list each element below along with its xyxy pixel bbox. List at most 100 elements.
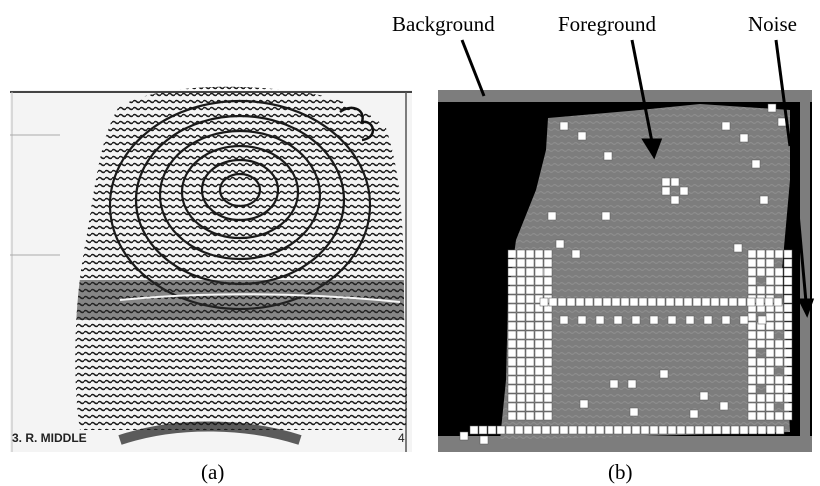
noise-block bbox=[647, 297, 657, 307]
noise-block bbox=[611, 297, 621, 307]
noise-block bbox=[765, 249, 775, 259]
noise-block bbox=[631, 315, 641, 325]
noise-block bbox=[757, 315, 767, 325]
noise-block bbox=[765, 339, 775, 349]
noise-block bbox=[692, 297, 702, 307]
noise-block bbox=[525, 411, 535, 421]
noise-block bbox=[620, 297, 630, 307]
noise-block bbox=[534, 402, 544, 412]
noise-block bbox=[507, 258, 517, 268]
noise-block bbox=[593, 297, 603, 307]
noise-block bbox=[747, 393, 757, 403]
noise-block bbox=[774, 348, 784, 358]
noise-block bbox=[534, 321, 544, 331]
noise-block bbox=[548, 297, 558, 307]
noise-block bbox=[774, 321, 784, 331]
foreground-arrowhead bbox=[641, 138, 663, 160]
noise-block bbox=[649, 315, 659, 325]
noise-block bbox=[774, 339, 784, 349]
noise-block bbox=[756, 249, 766, 259]
noise-block bbox=[658, 425, 668, 435]
noise-block bbox=[534, 384, 544, 394]
noise-block bbox=[757, 425, 767, 435]
noise-block bbox=[656, 297, 666, 307]
noise-arrow-lower bbox=[790, 145, 808, 303]
noise-block bbox=[733, 243, 743, 253]
noise-block bbox=[712, 425, 722, 435]
noise-block bbox=[756, 330, 766, 340]
noise-block bbox=[703, 315, 713, 325]
noise-block bbox=[747, 276, 757, 286]
noise-block bbox=[525, 366, 535, 376]
panel-a-fingerprint-image bbox=[10, 86, 412, 452]
noise-block bbox=[507, 411, 517, 421]
noise-block bbox=[774, 276, 784, 286]
noise-block bbox=[507, 348, 517, 358]
noise-block bbox=[774, 357, 784, 367]
noise-block bbox=[667, 425, 677, 435]
noise-block bbox=[765, 402, 775, 412]
card-label-finger: 3. R. MIDDLE bbox=[12, 431, 87, 445]
noise-block bbox=[622, 425, 632, 435]
noise-block bbox=[543, 285, 553, 295]
noise-block bbox=[525, 339, 535, 349]
noise-block bbox=[516, 384, 526, 394]
noise-block bbox=[679, 186, 689, 196]
noise-block bbox=[747, 330, 757, 340]
noise-block bbox=[756, 267, 766, 277]
noise-block bbox=[534, 330, 544, 340]
noise-block bbox=[756, 375, 766, 385]
noise-block bbox=[534, 411, 544, 421]
noise-block bbox=[783, 348, 793, 358]
noise-block bbox=[676, 425, 686, 435]
noise-block bbox=[783, 258, 793, 268]
noise-block bbox=[534, 375, 544, 385]
noise-block bbox=[659, 369, 669, 379]
noise-block bbox=[747, 366, 757, 376]
noise-block bbox=[543, 348, 553, 358]
noise-block bbox=[532, 425, 542, 435]
noise-block bbox=[746, 297, 756, 307]
noise-block bbox=[516, 321, 526, 331]
noise-block bbox=[525, 294, 535, 304]
noise-block bbox=[783, 249, 793, 259]
noise-block bbox=[543, 249, 553, 259]
noise-block bbox=[756, 393, 766, 403]
noise-block bbox=[764, 297, 774, 307]
noise-block bbox=[765, 357, 775, 367]
noise-block bbox=[751, 159, 761, 169]
noise-block bbox=[773, 297, 783, 307]
noise-block bbox=[719, 401, 729, 411]
noise-arrow-upper bbox=[774, 39, 792, 147]
noise-block bbox=[613, 425, 623, 435]
card-edge-digit: 4 bbox=[398, 431, 405, 445]
noise-block bbox=[602, 297, 612, 307]
caption-a: (a) bbox=[201, 460, 225, 484]
noise-block bbox=[534, 348, 544, 358]
noise-arrowhead bbox=[797, 298, 815, 318]
noise-block bbox=[783, 357, 793, 367]
noise-block bbox=[505, 425, 515, 435]
noise-block bbox=[507, 285, 517, 295]
noise-block bbox=[534, 285, 544, 295]
noise-block bbox=[739, 425, 749, 435]
noise-block bbox=[507, 393, 517, 403]
noise-block bbox=[765, 267, 775, 277]
label-foreground: Foreground bbox=[558, 12, 656, 36]
noise-block bbox=[525, 303, 535, 313]
noise-block bbox=[775, 425, 785, 435]
noise-block bbox=[543, 321, 553, 331]
noise-block bbox=[756, 402, 766, 412]
noise-block bbox=[774, 375, 784, 385]
noise-block bbox=[765, 330, 775, 340]
noise-block bbox=[507, 366, 517, 376]
noise-block bbox=[683, 297, 693, 307]
noise-block bbox=[516, 285, 526, 295]
noise-block bbox=[777, 117, 787, 127]
noise-block bbox=[689, 409, 699, 419]
noise-block bbox=[543, 357, 553, 367]
noise-block bbox=[748, 425, 758, 435]
noise-block bbox=[747, 384, 757, 394]
noise-block bbox=[543, 330, 553, 340]
